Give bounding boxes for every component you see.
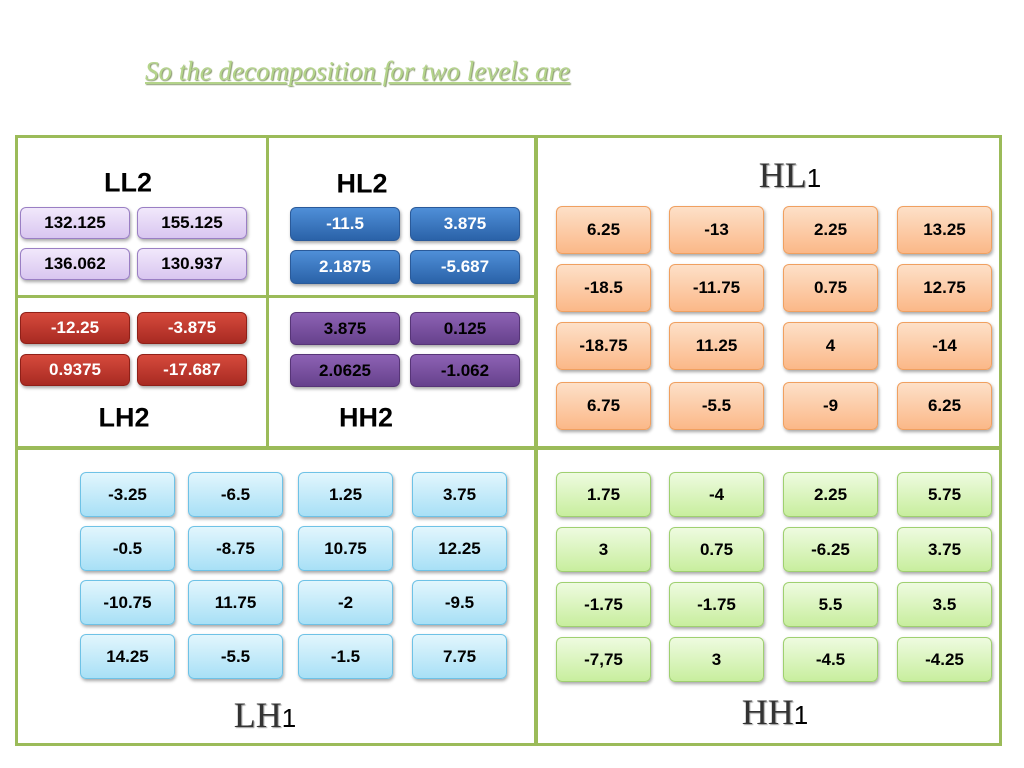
value-cell: -5.687 bbox=[410, 250, 520, 284]
value-cell: -9.5 bbox=[412, 580, 507, 625]
value-cell: -5.5 bbox=[669, 382, 764, 430]
block-label-text: HL2 bbox=[336, 168, 388, 199]
value-cell: -10.75 bbox=[80, 580, 175, 625]
value-cell: -3.875 bbox=[137, 312, 247, 344]
value-cell: 3.875 bbox=[290, 312, 400, 345]
value-cell: 3.875 bbox=[410, 207, 520, 241]
block-label-text: HH2 bbox=[338, 402, 394, 433]
value-cell: 3.5 bbox=[897, 582, 992, 627]
block-label: HH2 bbox=[339, 403, 393, 434]
value-cell: 2.25 bbox=[783, 206, 878, 254]
value-cell: -1.5 bbox=[298, 634, 393, 679]
value-cell: 3 bbox=[556, 527, 651, 572]
value-cell: 1.25 bbox=[298, 472, 393, 517]
block-label: LH2 bbox=[98, 403, 149, 434]
value-cell: 5.75 bbox=[897, 472, 992, 517]
block-label-index: 1 bbox=[806, 163, 822, 193]
value-cell: -11.5 bbox=[290, 207, 400, 241]
value-cell: 14.25 bbox=[80, 634, 175, 679]
value-cell: -2 bbox=[298, 580, 393, 625]
value-cell: 6.75 bbox=[556, 382, 651, 430]
value-cell: 0.125 bbox=[410, 312, 520, 345]
value-cell: 130.937 bbox=[137, 248, 247, 280]
divider bbox=[15, 295, 536, 298]
value-cell: 2.1875 bbox=[290, 250, 400, 284]
value-cell: -1.75 bbox=[556, 582, 651, 627]
value-cell: -18.75 bbox=[556, 322, 651, 370]
value-cell: -13 bbox=[669, 206, 764, 254]
block-label-text: HH bbox=[741, 692, 794, 732]
value-cell: -6.5 bbox=[188, 472, 283, 517]
value-cell: -14 bbox=[897, 322, 992, 370]
value-cell: 13.25 bbox=[897, 206, 992, 254]
value-cell: -9 bbox=[783, 382, 878, 430]
block-label: LL2 bbox=[104, 168, 152, 199]
value-cell: 7.75 bbox=[412, 634, 507, 679]
block-label-text: HL bbox=[758, 155, 807, 195]
value-cell: 3 bbox=[669, 637, 764, 682]
value-cell: 0.75 bbox=[783, 264, 878, 312]
value-cell: -1.75 bbox=[669, 582, 764, 627]
value-cell: -18.5 bbox=[556, 264, 651, 312]
divider bbox=[534, 135, 538, 746]
block-label: HH1 bbox=[742, 691, 808, 733]
value-cell: 1.75 bbox=[556, 472, 651, 517]
value-cell: 3.75 bbox=[897, 527, 992, 572]
value-cell: -1.062 bbox=[410, 354, 520, 387]
value-cell: 3.75 bbox=[412, 472, 507, 517]
block-label-text: LL2 bbox=[103, 167, 153, 198]
value-cell: 2.25 bbox=[783, 472, 878, 517]
value-cell: 6.25 bbox=[897, 382, 992, 430]
value-cell: 2.0625 bbox=[290, 354, 400, 387]
value-cell: 0.9375 bbox=[20, 354, 130, 386]
value-cell: -8.75 bbox=[188, 526, 283, 571]
value-cell: 5.5 bbox=[783, 582, 878, 627]
value-cell: 11.25 bbox=[669, 322, 764, 370]
block-label: LH1 bbox=[234, 694, 296, 736]
value-cell: -6.25 bbox=[783, 527, 878, 572]
value-cell: -11.75 bbox=[669, 264, 764, 312]
value-cell: -4 bbox=[669, 472, 764, 517]
block-label-text: LH bbox=[233, 695, 282, 735]
outer-frame bbox=[15, 135, 1002, 746]
value-cell: -7,75 bbox=[556, 637, 651, 682]
value-cell: 155.125 bbox=[137, 207, 247, 239]
value-cell: 12.75 bbox=[897, 264, 992, 312]
value-cell: -3.25 bbox=[80, 472, 175, 517]
value-cell: 12.25 bbox=[412, 526, 507, 571]
value-cell: 132.125 bbox=[20, 207, 130, 239]
value-cell: 6.25 bbox=[556, 206, 651, 254]
divider bbox=[266, 135, 269, 448]
divider bbox=[15, 446, 1002, 450]
value-cell: 11.75 bbox=[188, 580, 283, 625]
value-cell: 10.75 bbox=[298, 526, 393, 571]
block-label-text: LH2 bbox=[98, 402, 150, 433]
value-cell: -5.5 bbox=[188, 634, 283, 679]
value-cell: 136.062 bbox=[20, 248, 130, 280]
value-cell: -4.5 bbox=[783, 637, 878, 682]
value-cell: -0.5 bbox=[80, 526, 175, 571]
value-cell: 0.75 bbox=[669, 527, 764, 572]
block-label: HL2 bbox=[336, 169, 387, 200]
value-cell: -17.687 bbox=[137, 354, 247, 386]
value-cell: 4 bbox=[783, 322, 878, 370]
block-label-index: 1 bbox=[281, 703, 297, 733]
value-cell: -4.25 bbox=[897, 637, 992, 682]
slide-title: So the decomposition for two levels are bbox=[145, 56, 570, 86]
block-label: HL1 bbox=[759, 154, 821, 196]
value-cell: -12.25 bbox=[20, 312, 130, 344]
block-label-index: 1 bbox=[793, 700, 809, 730]
